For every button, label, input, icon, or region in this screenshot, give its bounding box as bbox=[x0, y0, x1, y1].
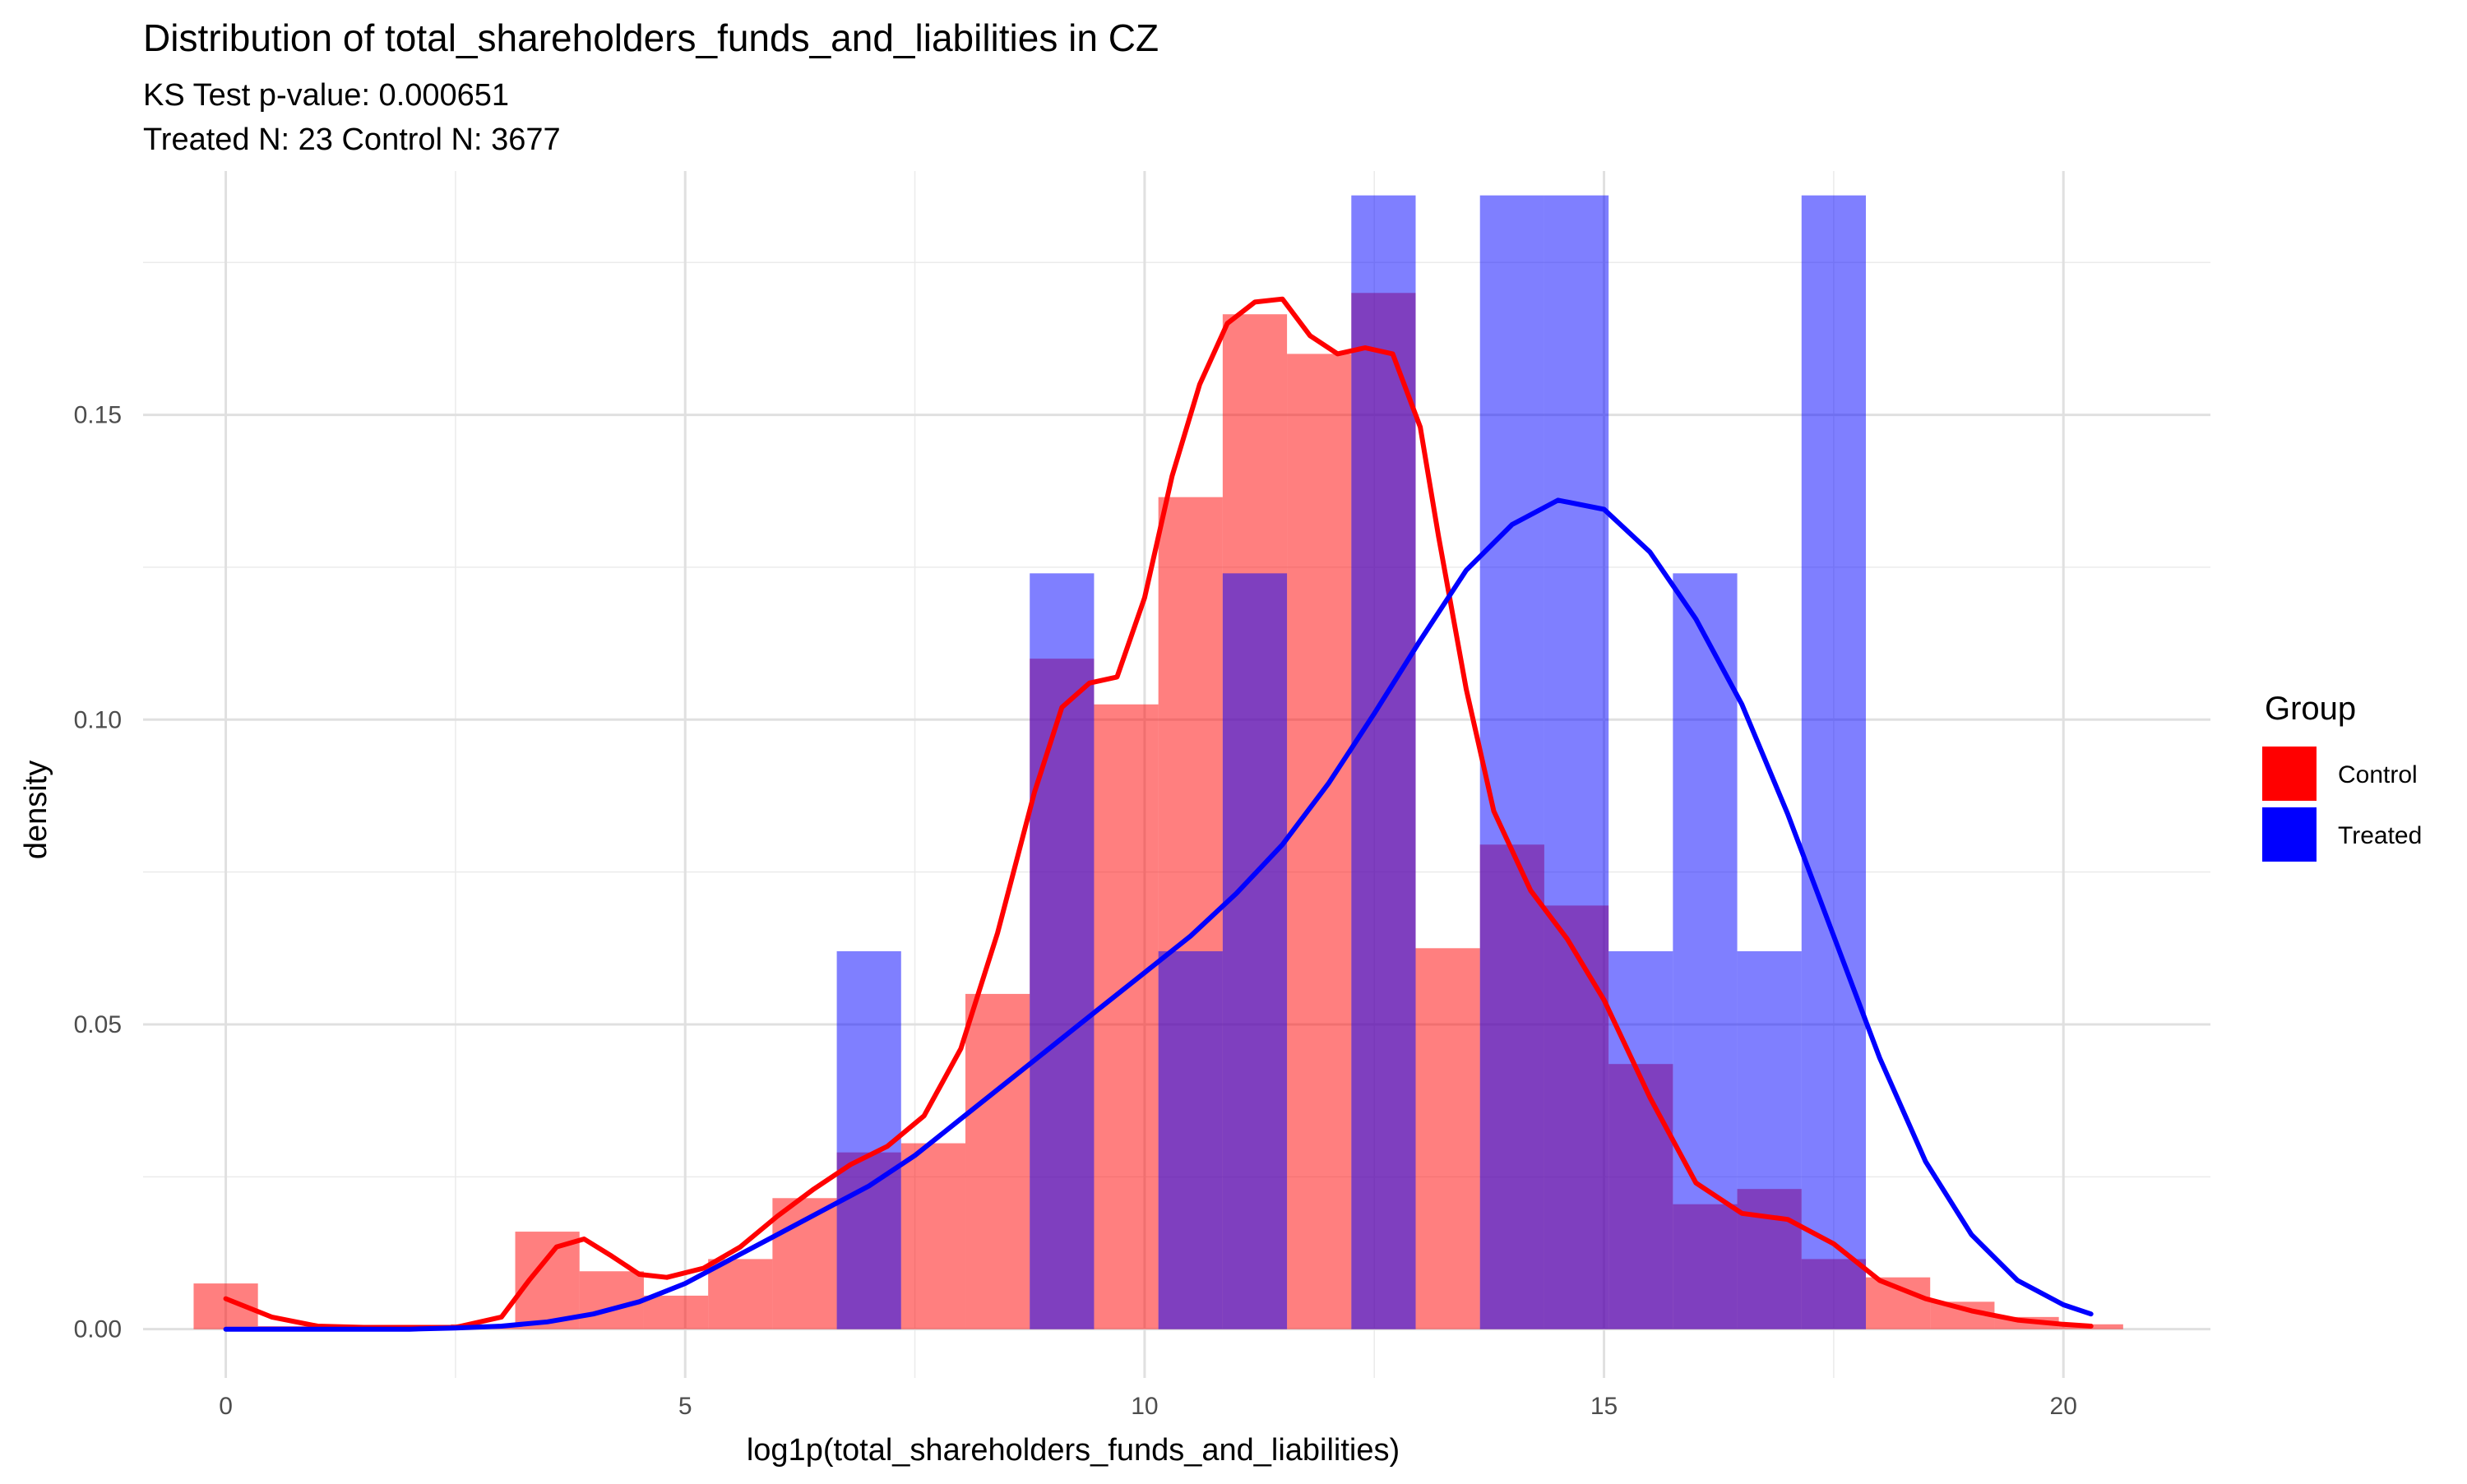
histogram-bar-treated bbox=[1801, 195, 1866, 1329]
histogram-bar-control bbox=[708, 1259, 773, 1329]
histogram-bar-treated bbox=[1030, 573, 1095, 1329]
chart-subtitle-line-2: Treated N: 23 Control N: 3677 bbox=[143, 123, 561, 157]
x-axis-title: log1p(total_shareholders_funds_and_liabi… bbox=[747, 1433, 1400, 1468]
legend-label-treated: Treated bbox=[2338, 822, 2422, 849]
density-curves bbox=[223, 296, 2094, 1332]
legend-key-treated bbox=[2262, 807, 2317, 862]
density-curve-control bbox=[223, 296, 2094, 1330]
histogram-bar-treated bbox=[1544, 195, 1609, 1329]
histogram-bar-control bbox=[643, 1295, 709, 1329]
histogram-bar-control bbox=[965, 993, 1030, 1329]
legend-key-control bbox=[2262, 747, 2317, 801]
legend-title: Group bbox=[2265, 691, 2356, 727]
y-tick-label: 0.15 bbox=[74, 402, 122, 429]
histogram-bar-control bbox=[1415, 948, 1480, 1329]
legend-label-control: Control bbox=[2338, 761, 2418, 788]
histogram-bar-treated bbox=[1351, 195, 1416, 1329]
histogram-bar-treated bbox=[1673, 573, 1738, 1329]
x-tick-label: 15 bbox=[1590, 1393, 1618, 1420]
histogram-bar-control bbox=[900, 1143, 966, 1329]
y-tick-label: 0.10 bbox=[74, 706, 122, 733]
histogram-bar-treated bbox=[1608, 951, 1673, 1329]
chart-subtitle-line-1: KS Test p-value: 0.000651 bbox=[143, 78, 509, 113]
x-tick-label: 10 bbox=[1131, 1393, 1158, 1420]
density-curve-treated bbox=[223, 497, 2094, 1332]
histogram-bar-treated bbox=[1479, 195, 1544, 1329]
histogram-bar-treated bbox=[836, 951, 901, 1329]
x-tick-label: 20 bbox=[2050, 1393, 2077, 1420]
histogram-bar-control bbox=[579, 1271, 644, 1329]
x-axis-ticks: 0 5 10 15 20 bbox=[219, 1393, 2077, 1420]
y-axis-ticks: 0.00 0.05 0.10 0.15 bbox=[74, 402, 122, 1343]
chart-title: Distribution of total_shareholders_funds… bbox=[143, 16, 1159, 59]
histogram-bar-treated bbox=[1222, 573, 1288, 1329]
histogram-bar-treated bbox=[1158, 951, 1223, 1329]
y-tick-label: 0.05 bbox=[74, 1011, 122, 1038]
histogram-bar-control bbox=[1287, 354, 1352, 1329]
y-tick-label: 0.00 bbox=[74, 1316, 122, 1343]
x-tick-label: 0 bbox=[219, 1393, 233, 1420]
histogram-bar-treated bbox=[1737, 951, 1802, 1329]
histogram-bar-control bbox=[1094, 704, 1159, 1329]
legend: Group Control Treated bbox=[2262, 691, 2422, 862]
histogram-bar-control bbox=[515, 1232, 580, 1329]
x-tick-label: 5 bbox=[678, 1393, 692, 1420]
y-axis-title: density bbox=[19, 760, 53, 859]
